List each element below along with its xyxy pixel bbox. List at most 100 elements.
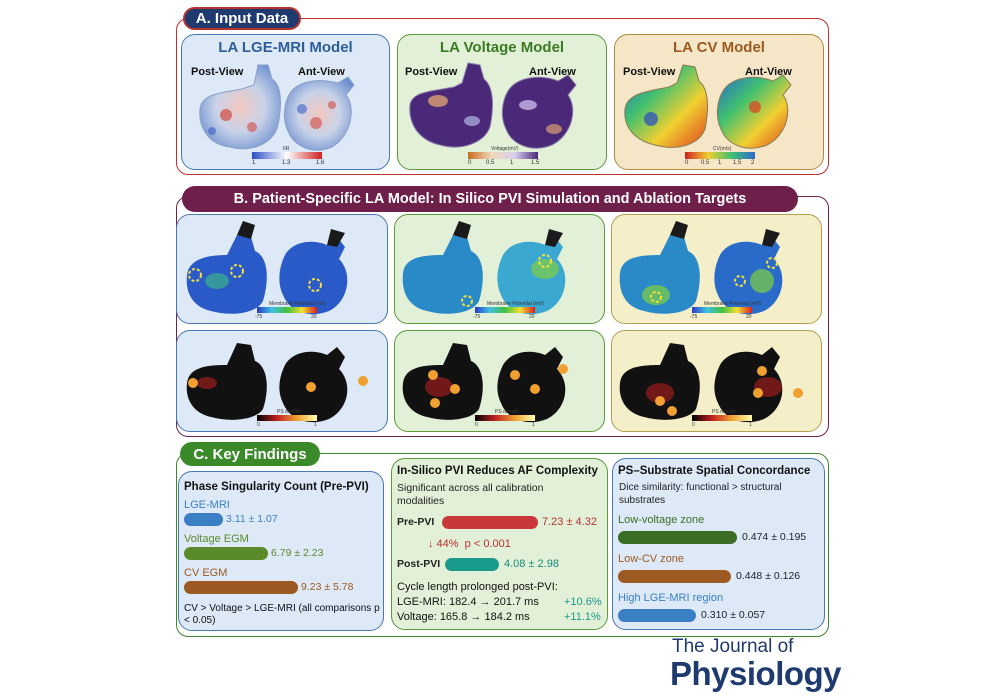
post-view-label: Post-View [623, 66, 676, 78]
voltage-colorbar-label: Voltage(mV) [491, 146, 519, 152]
lge-colorbar [252, 152, 322, 159]
voltage-title: LA Voltage Model [439, 39, 565, 56]
cycle-heading: Cycle length prolonged post-PVI: [397, 581, 558, 593]
ps-min: 0 [692, 422, 695, 428]
concordance-item-label: Low-voltage zone [618, 514, 705, 526]
lge-mri-atria-image [199, 64, 355, 151]
ps-label: PS density [495, 409, 519, 415]
membrane-atria-cv [619, 221, 783, 315]
phase-item-bar [184, 513, 223, 526]
lge-mri-title: LA LGE-MRI Model [218, 39, 353, 56]
membrane-panel-lge: Membrane Potential (mV) -75 20 [176, 214, 388, 324]
ps-panel-voltage: PS density 0 1 [394, 330, 605, 432]
concordance-item-bar [618, 570, 731, 583]
concordance-item-bar [618, 609, 696, 622]
concordance-item-value: 0.474 ± 0.195 [742, 531, 807, 543]
membrane-max: 20 [311, 314, 317, 320]
section-c-frame [176, 453, 829, 637]
voltage-tick-1: 0 [468, 160, 472, 166]
phase-item-label: Voltage EGM [184, 533, 249, 545]
membrane-atria-lge [186, 221, 348, 315]
phase-note: CV > Voltage > LGE-MRI (all comparisons … [184, 603, 380, 626]
ps-min: 0 [475, 422, 478, 428]
ant-view-label: Ant-View [745, 66, 792, 78]
ps-max: 1 [749, 422, 752, 428]
membrane-colorbar [692, 307, 752, 313]
phase-item-label: CV EGM [184, 567, 228, 579]
post-pvi-label: Post-PVI [397, 558, 441, 570]
post-pvi-value: 4.08 ± 2.98 [504, 558, 559, 570]
cv-tick-4: 1.5 [733, 160, 742, 166]
membrane-panel-cv: Membrane Potential (mV) -75 20 [611, 214, 822, 324]
concordance-item-label: Low-CV zone [618, 553, 685, 565]
pre-pvi-label: Pre-PVI [397, 516, 435, 528]
journal-line2: Physiology [670, 655, 842, 692]
ps-panel-cv: PS density 0 1 [611, 330, 822, 432]
phase-item-bar [184, 547, 268, 560]
ps-atria-voltage [402, 343, 568, 423]
section-a-frame [176, 18, 829, 175]
section-a-title: A. Input Data [183, 7, 301, 30]
membrane-min: -75 [690, 314, 698, 320]
post-pvi-bar [445, 558, 499, 571]
lge-tick-2: 1.3 [282, 160, 291, 166]
pvi-subtitle: Significant across all calibration modal… [397, 482, 544, 507]
ps-panel-lge: PS density 0 1 [176, 330, 388, 432]
cv-colorbar-label: CV(m/s) [713, 146, 732, 152]
membrane-label: Membrane Potential (mV) [704, 301, 761, 307]
phase-item-value: 3.11 ± 1.07 [226, 513, 278, 525]
voltage-cycle-change: +11.1% [564, 611, 601, 623]
membrane-max: 20 [529, 314, 535, 320]
pvi-heading: In-Silico PVI Reduces AF Complexity [397, 465, 598, 477]
pvi-reduction: ↓ 44% p < 0.001 [428, 538, 511, 550]
concordance-heading: PS–Substrate Spatial Concordance [618, 465, 811, 477]
membrane-colorbar [257, 307, 317, 313]
ps-atria-lge [186, 343, 368, 423]
membrane-colorbar [475, 307, 535, 313]
ps-colorbar [257, 415, 317, 421]
lge-tick-1: 1 [252, 160, 256, 166]
pre-pvi-value: 7.23 ± 4.32 [542, 516, 597, 528]
voltage-atria-image [409, 62, 577, 149]
lge-cycle-line: LGE-MRI: 182.4 → 201.7 ms [397, 596, 539, 608]
concordance-item-bar [618, 531, 737, 544]
ant-view-label: Ant-View [298, 66, 345, 78]
voltage-tick-2: 0.5 [486, 160, 495, 166]
concordance-item-value: 0.310 ± 0.057 [701, 609, 766, 621]
ps-colorbar [692, 415, 752, 421]
ps-label: PS density [712, 409, 736, 415]
voltage-colorbar [468, 152, 538, 159]
concordance-panel: PS–Substrate Spatial Concordance Dice si… [612, 458, 825, 630]
cv-tick-2: 0.5 [701, 160, 710, 166]
voltage-tick-4: 1.5 [531, 160, 540, 166]
phase-item-value: 6.79 ± 2.23 [271, 547, 324, 559]
ps-label: PS density [277, 409, 301, 415]
phase-heading: Phase Singularity Count (Pre-PVI) [184, 481, 369, 493]
phase-singularity-panel: Phase Singularity Count (Pre-PVI) LGE-MR… [178, 471, 384, 631]
concordance-subtitle: Dice similarity: functional > structural… [619, 482, 782, 506]
ps-min: 0 [257, 422, 260, 428]
ant-view-label: Ant-View [529, 66, 576, 78]
ps-max: 1 [314, 422, 317, 428]
cv-colorbar [685, 152, 755, 159]
voltage-panel: LA Voltage Model Post-View Ant-View Volt… [397, 34, 607, 170]
ps-colorbar [475, 415, 535, 421]
voltage-tick-3: 1 [510, 160, 514, 166]
membrane-min: -75 [255, 314, 263, 320]
membrane-min: -75 [473, 314, 481, 320]
pvi-panel: In-Silico PVI Reduces AF Complexity Sign… [391, 458, 608, 630]
cv-tick-5: 2 [751, 160, 755, 166]
membrane-label: Membrane Potential (mV) [269, 301, 326, 307]
phase-item-label: LGE-MRI [184, 499, 230, 511]
post-view-label: Post-View [405, 66, 458, 78]
lge-cycle-change: +10.6% [564, 596, 602, 608]
section-b-title: B. Patient-Specific LA Model: In Silico … [182, 186, 798, 212]
membrane-atria-voltage [402, 221, 566, 315]
concordance-item-value: 0.448 ± 0.126 [736, 570, 801, 582]
cv-title: LA CV Model [673, 39, 765, 56]
membrane-panel-voltage: Membrane Potential (mV) -75 20 [394, 214, 605, 324]
post-view-label: Post-View [191, 66, 244, 78]
phase-item-bar [184, 581, 298, 594]
membrane-max: 20 [746, 314, 752, 320]
lge-tick-3: 1.6 [316, 160, 325, 166]
